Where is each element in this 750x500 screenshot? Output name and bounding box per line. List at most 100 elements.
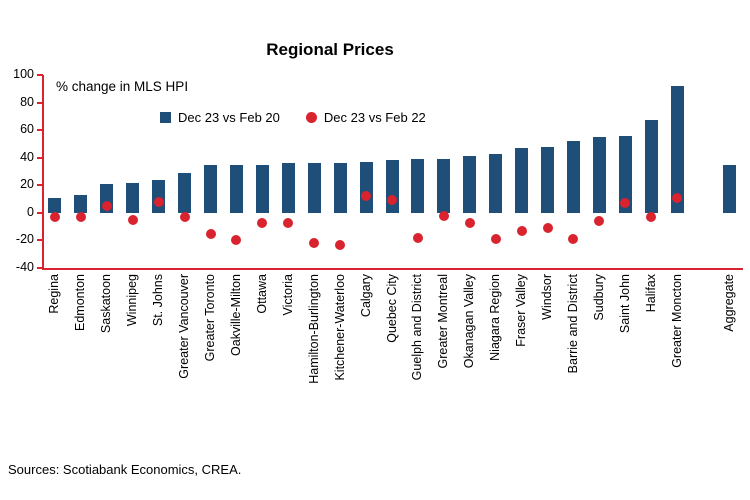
bar bbox=[644, 120, 658, 213]
legend-item-bars: Dec 23 vs Feb 20 bbox=[160, 110, 280, 125]
dot bbox=[490, 234, 501, 245]
bar bbox=[489, 153, 503, 213]
dot bbox=[568, 234, 579, 245]
dot bbox=[438, 210, 449, 221]
x-axis-label: Regina bbox=[47, 274, 62, 314]
dot bbox=[101, 200, 112, 211]
x-axis-label: Ottawa bbox=[254, 274, 269, 314]
x-axis-label: Greater Moncton bbox=[669, 274, 684, 368]
x-axis-label: Sudbury bbox=[591, 274, 606, 321]
x-axis-label: Saint John bbox=[617, 274, 632, 334]
dot bbox=[283, 217, 294, 228]
bar bbox=[566, 141, 580, 213]
y-axis-tick-label: 40 bbox=[20, 149, 34, 164]
x-axis-label: Victoria bbox=[280, 274, 295, 316]
x-axis-label: Windsor bbox=[540, 274, 555, 320]
x-axis-label: Edmonton bbox=[73, 274, 88, 331]
dot bbox=[516, 225, 527, 236]
bar bbox=[515, 148, 529, 213]
x-axis-label: Hamilton-Burlington bbox=[306, 274, 321, 384]
y-axis-tick bbox=[37, 184, 43, 187]
dot bbox=[257, 217, 268, 228]
dot bbox=[205, 228, 216, 239]
x-axis-label: Greater Montreal bbox=[436, 274, 451, 369]
y-axis-tick-label: 80 bbox=[20, 94, 34, 109]
x-axis-label: Halifax bbox=[643, 274, 658, 313]
bar bbox=[592, 137, 606, 213]
x-axis-label: St. Johns bbox=[151, 274, 166, 327]
dot bbox=[594, 216, 605, 227]
bar bbox=[722, 164, 736, 213]
source-note: Sources: Scotiabank Economics, CREA. bbox=[8, 462, 242, 477]
dot bbox=[387, 195, 397, 206]
dot bbox=[412, 232, 423, 243]
bar bbox=[178, 172, 192, 213]
x-axis-label: Quebec City bbox=[384, 274, 399, 343]
x-axis-label: Greater Vancouver bbox=[177, 274, 192, 379]
dot bbox=[153, 196, 164, 207]
x-axis-line bbox=[42, 268, 743, 270]
x-axis-label: Barrie and District bbox=[565, 274, 580, 374]
bar bbox=[541, 146, 555, 213]
y-axis-tick-label: -40 bbox=[15, 260, 34, 274]
dot bbox=[361, 191, 372, 202]
y-axis-tick bbox=[37, 211, 43, 214]
y-axis-tick bbox=[37, 74, 43, 76]
bar bbox=[463, 156, 477, 213]
bar bbox=[411, 159, 425, 213]
dot bbox=[646, 211, 657, 222]
y-axis-tick bbox=[37, 156, 43, 159]
chart-title: Regional Prices bbox=[266, 40, 394, 59]
y-axis-tick bbox=[37, 101, 43, 104]
x-axis-label: Kitchener-Waterloo bbox=[332, 274, 347, 381]
y-axis-tick bbox=[37, 129, 43, 132]
dot bbox=[179, 211, 190, 222]
bar bbox=[204, 164, 218, 213]
x-axis-label: Greater Toronto bbox=[203, 274, 218, 362]
bar bbox=[229, 164, 243, 213]
x-axis-label: Okanagan Valley bbox=[462, 274, 477, 369]
dot bbox=[127, 214, 138, 225]
dot bbox=[309, 238, 320, 249]
y-axis-tick-label: 60 bbox=[20, 122, 34, 137]
x-axis-label: Niagara Region bbox=[488, 274, 503, 361]
y-axis-tick-label: 100 bbox=[13, 67, 34, 81]
dot bbox=[620, 198, 631, 209]
y-axis-tick bbox=[37, 267, 43, 269]
bar bbox=[670, 86, 684, 213]
dot bbox=[335, 239, 346, 250]
bar bbox=[618, 135, 632, 213]
y-axis-tick-label: -20 bbox=[15, 232, 34, 247]
y-axis-tick-label: 20 bbox=[20, 177, 34, 192]
bar bbox=[333, 163, 347, 213]
legend-label-dots: Dec 23 vs Feb 22 bbox=[323, 110, 426, 125]
dot-series-swatch bbox=[305, 112, 317, 123]
y-axis-note: % change in MLS HPI bbox=[56, 79, 189, 94]
dot bbox=[464, 217, 475, 228]
x-axis-label: Saskatoon bbox=[99, 274, 114, 334]
bar bbox=[74, 194, 88, 213]
dot bbox=[231, 235, 242, 246]
y-axis-tick-label: 0 bbox=[27, 204, 34, 219]
bar bbox=[255, 164, 269, 213]
dot bbox=[75, 211, 86, 222]
bar bbox=[281, 163, 295, 213]
legend: Dec 23 vs Feb 20 Dec 23 vs Feb 22 bbox=[160, 110, 426, 125]
dot bbox=[49, 211, 60, 222]
x-axis-label: Oakville-Milton bbox=[228, 274, 243, 356]
x-axis-label: Winnipeg bbox=[125, 274, 140, 327]
dot bbox=[672, 192, 683, 203]
legend-item-dots: Dec 23 vs Feb 22 bbox=[305, 110, 426, 125]
bar bbox=[359, 161, 373, 213]
y-axis-line bbox=[42, 75, 44, 270]
x-axis-label: Fraser Valley bbox=[514, 274, 529, 347]
x-axis-label: Calgary bbox=[358, 274, 373, 318]
legend-label-bars: Dec 23 vs Feb 20 bbox=[178, 110, 280, 125]
bar bbox=[437, 159, 451, 213]
dot bbox=[542, 223, 553, 234]
bar bbox=[307, 163, 321, 213]
bar bbox=[48, 197, 62, 213]
y-axis-tick bbox=[37, 239, 43, 242]
x-axis-label: Aggregate bbox=[721, 274, 736, 332]
